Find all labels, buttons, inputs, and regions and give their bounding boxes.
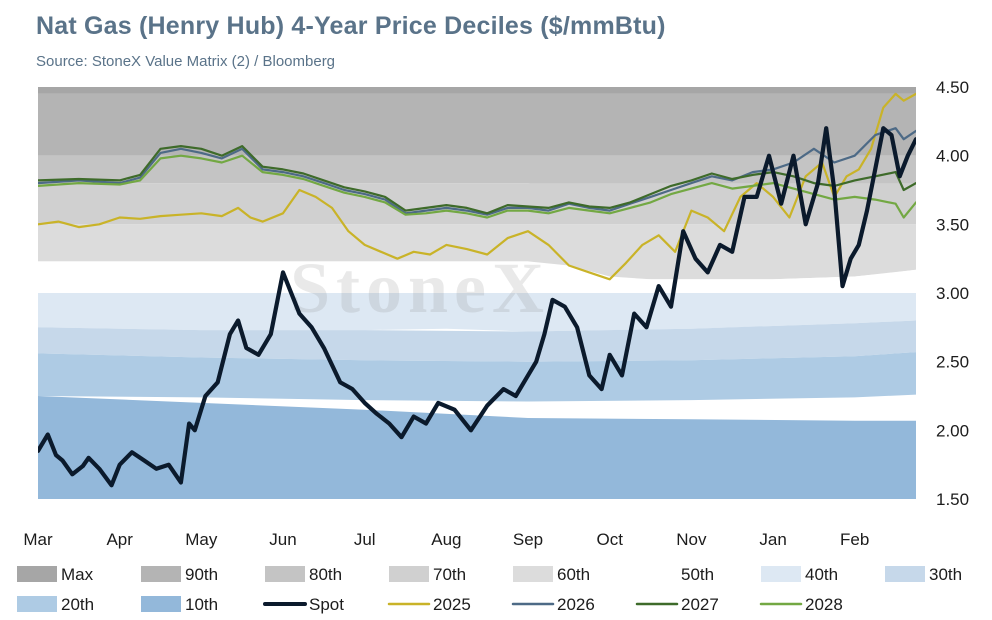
legend-swatch	[389, 566, 429, 582]
band-70th	[38, 183, 916, 225]
y-tick-label: 4.50	[936, 78, 969, 97]
legend-item-70th: 70th	[389, 565, 466, 584]
legend-label: 60th	[557, 565, 590, 584]
legend-swatch	[637, 566, 677, 582]
y-tick-label: 1.50	[936, 490, 969, 509]
legend-item-50th: 50th	[637, 565, 714, 584]
legend: Max 90th 80th 70th 60th 50th 40th 30th 20th 10th S…	[17, 565, 962, 614]
band-50th	[38, 261, 916, 293]
legend-label: Spot	[309, 595, 344, 614]
legend-swatch	[17, 596, 57, 612]
x-tick-label: Oct	[596, 530, 623, 549]
x-tick-label: Apr	[106, 530, 133, 549]
legend-label: 2027	[681, 595, 719, 614]
x-tick-label: Jul	[354, 530, 376, 549]
legend-label: 10th	[185, 595, 218, 614]
legend-item-20th: 20th	[17, 595, 94, 614]
legend-swatch	[513, 566, 553, 582]
series-line-2025	[38, 92, 916, 281]
legend-swatch	[265, 566, 305, 582]
legend-item-80th: 80th	[265, 565, 342, 584]
legend-item-max: Max	[17, 565, 94, 584]
legend-label: 2028	[805, 595, 843, 614]
legend-label: 30th	[929, 565, 962, 584]
legend-swatch	[141, 566, 181, 582]
x-tick-label: Sep	[513, 530, 543, 549]
legend-label: 20th	[61, 595, 94, 614]
y-axis: 1.50 2.00 2.50 3.00 3.50 4.00 4.50	[936, 78, 969, 509]
legend-label: 2026	[557, 595, 595, 614]
legend-item-2027: 2027	[635, 595, 719, 614]
legend-swatch	[17, 566, 57, 582]
legend-item-2025: 2025	[387, 595, 471, 614]
legend-item-30th: 30th	[885, 565, 962, 584]
y-tick-label: 3.50	[936, 215, 969, 234]
band-10th	[38, 396, 916, 499]
stonex-watermark: StoneX	[290, 248, 550, 328]
legend-item-2028: 2028	[759, 595, 843, 614]
legend-swatch	[885, 566, 925, 582]
legend-label: 50th	[681, 565, 714, 584]
legend-label: Max	[61, 565, 94, 584]
legend-label: 70th	[433, 565, 466, 584]
decile-bands	[38, 87, 916, 499]
series-line-2027	[38, 145, 916, 215]
x-tick-label: May	[185, 530, 218, 549]
legend-item-60th: 60th	[513, 565, 590, 584]
band-max	[38, 87, 916, 94]
legend-item-90th: 90th	[141, 565, 218, 584]
series-line-2028	[38, 154, 916, 219]
price-lines	[38, 92, 916, 488]
legend-label: 2025	[433, 595, 471, 614]
legend-swatch	[141, 596, 181, 612]
series-line-spot	[38, 126, 916, 488]
x-tick-label: Feb	[840, 530, 869, 549]
legend-label: 80th	[309, 565, 342, 584]
legend-item-40th: 40th	[761, 565, 838, 584]
x-axis: Mar Apr May Jun Jul Aug Sep Oct Nov Jan Feb	[23, 530, 869, 549]
y-tick-label: 4.00	[936, 147, 969, 166]
legend-item-2026: 2026	[511, 595, 595, 614]
band-90th	[38, 93, 916, 156]
y-tick-label: 2.00	[936, 421, 969, 440]
band-30th	[38, 320, 916, 362]
chart-subtitle: Source: StoneX Value Matrix (2) / Bloomb…	[36, 53, 336, 70]
x-tick-label: Jun	[269, 530, 296, 549]
y-tick-label: 2.50	[936, 353, 969, 372]
chart-title: Nat Gas (Henry Hub) 4-Year Price Deciles…	[36, 12, 666, 40]
x-tick-label: Jan	[759, 530, 786, 549]
legend-item-10th: 10th	[141, 595, 218, 614]
legend-label: 90th	[185, 565, 218, 584]
band-40th	[38, 293, 916, 332]
x-tick-label: Mar	[23, 530, 53, 549]
legend-item-spot: Spot	[263, 595, 344, 614]
x-tick-label: Nov	[676, 530, 707, 549]
legend-label: 40th	[805, 565, 838, 584]
legend-swatch	[761, 566, 801, 582]
y-tick-label: 3.00	[936, 284, 969, 303]
x-tick-label: Aug	[431, 530, 461, 549]
band-20th	[38, 352, 916, 402]
